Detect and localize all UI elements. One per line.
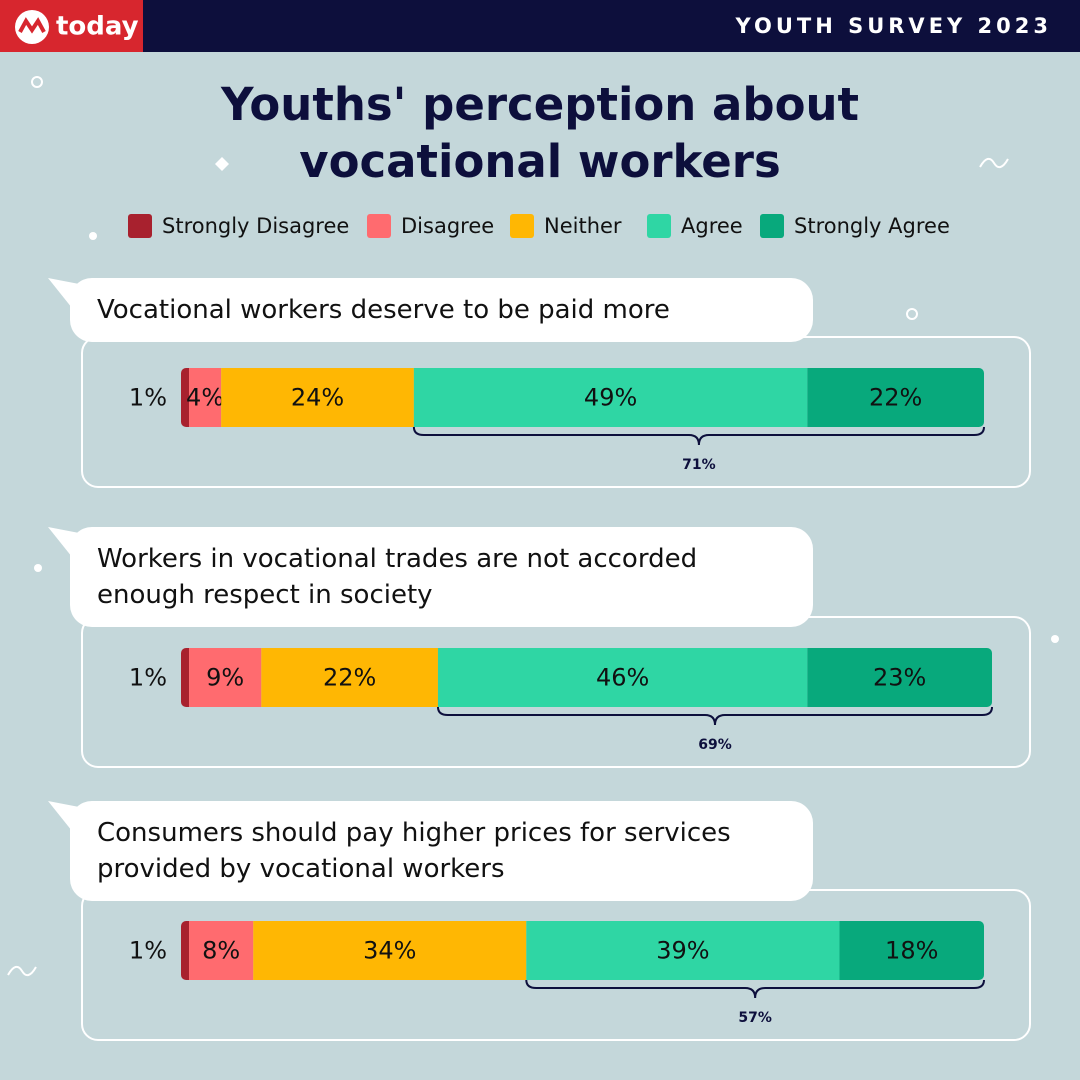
data-label: 4% [186, 384, 224, 412]
decoration [215, 157, 229, 171]
decoration [7, 965, 37, 977]
legend-swatch [647, 214, 671, 238]
bar-segment [221, 368, 414, 427]
question: Workers in vocational trades are not acc… [70, 527, 813, 627]
bar-segment [839, 921, 984, 980]
data-label: 22% [323, 664, 376, 692]
bar-segment [181, 368, 190, 427]
data-label: 1% [129, 664, 167, 692]
agree-brace [525, 979, 985, 999]
legend-swatch [510, 214, 534, 238]
data-label: 8% [202, 937, 240, 965]
bar-segment [189, 921, 254, 980]
data-label: 39% [656, 937, 709, 965]
bar-segment [437, 648, 808, 707]
data-label: 22% [869, 384, 922, 412]
agree-brace [436, 706, 994, 726]
agree-total: 57% [738, 1010, 772, 1026]
question: Consumers should pay higher prices for s… [70, 801, 813, 901]
bar-segment [807, 648, 993, 707]
bar-segment [189, 368, 222, 427]
decoration [1051, 635, 1059, 643]
data-label: 1% [129, 384, 167, 412]
data-label: 18% [885, 937, 938, 965]
data-label: 46% [596, 664, 649, 692]
decoration [906, 308, 918, 320]
legend-label: Neither [544, 214, 622, 238]
agree-total: 71% [682, 457, 716, 473]
legend-label: Strongly Agree [794, 214, 950, 238]
decoration [34, 564, 42, 572]
chart-title: Youths' perception about vocational work… [220, 78, 860, 188]
brand: today [56, 12, 139, 42]
bar-segment [413, 368, 808, 427]
legend-swatch [367, 214, 391, 238]
bar-segment [181, 648, 190, 707]
agree-total: 69% [698, 737, 732, 753]
legend-label: Strongly Disagree [162, 214, 349, 238]
bar-segment [807, 368, 984, 427]
data-label: 24% [291, 384, 344, 412]
bar-segment [526, 921, 840, 980]
decoration [979, 157, 1009, 169]
data-label: 9% [206, 664, 244, 692]
bar-segment [253, 921, 527, 980]
data-label: 49% [584, 384, 637, 412]
bar-segment [181, 921, 190, 980]
legend-swatch [128, 214, 152, 238]
logo-mark [18, 17, 46, 34]
bar-segment [261, 648, 438, 707]
question: Vocational workers deserve to be paid mo… [70, 278, 813, 342]
data-label: 34% [363, 937, 416, 965]
bar-segment [189, 648, 262, 707]
data-label: 1% [129, 937, 167, 965]
decoration [89, 232, 97, 240]
decoration [31, 76, 43, 88]
header-tag: YOUTH SURVEY 2023 [735, 14, 1052, 38]
agree-brace [412, 426, 985, 446]
data-label: 23% [873, 664, 926, 692]
legend-label: Agree [681, 214, 743, 238]
header-bar [0, 0, 1080, 52]
legend-swatch [760, 214, 784, 238]
legend-label: Disagree [401, 214, 494, 238]
